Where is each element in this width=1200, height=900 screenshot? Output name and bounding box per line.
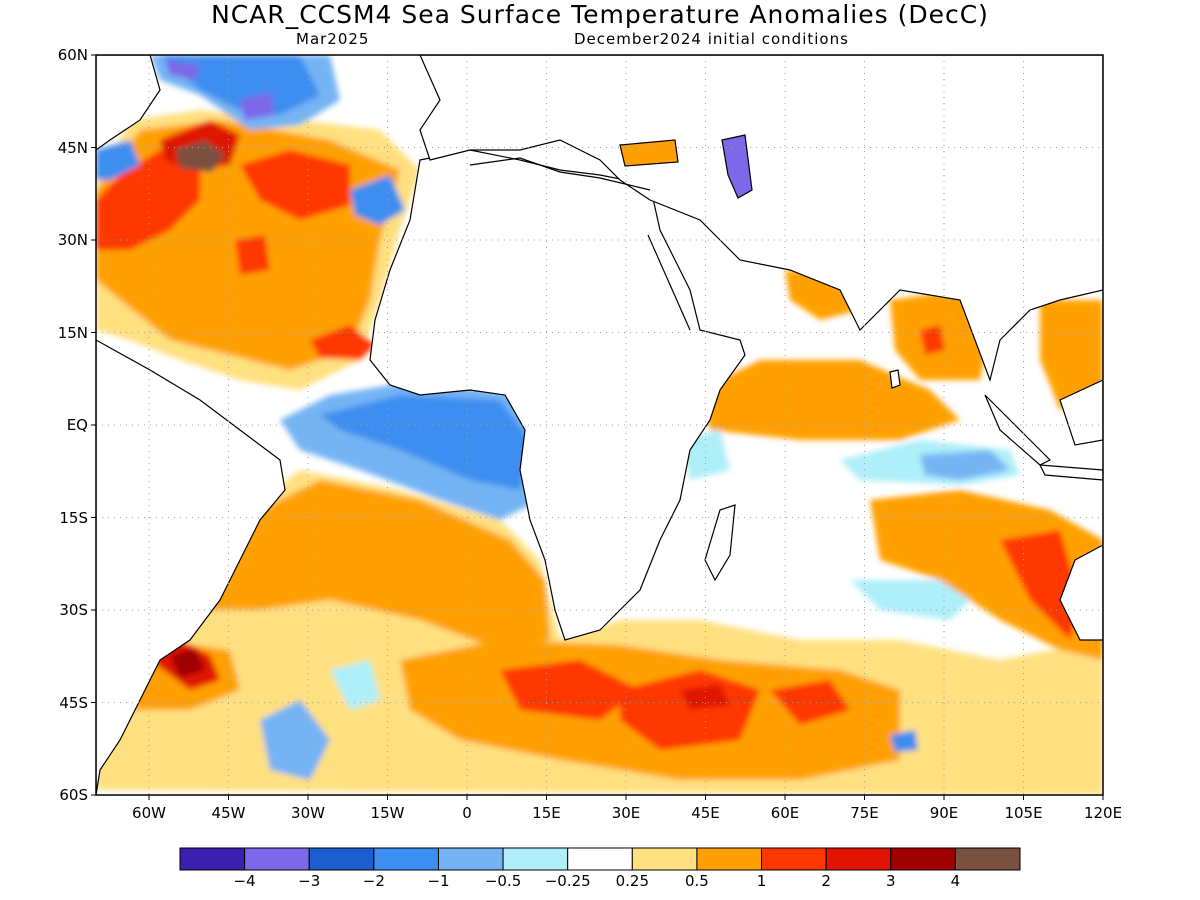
sumatra (984, 394, 1052, 466)
sri-lanka (889, 369, 901, 389)
latitude-label: 45N (57, 138, 88, 157)
colorbar-swatch (890, 847, 956, 871)
initial-conditions: December2024 initial conditions (574, 30, 849, 48)
longitude-label: 30E (611, 804, 641, 822)
colorbar-label: 0.5 (684, 872, 709, 890)
latitude-label: 15S (59, 508, 88, 527)
colorbar-swatch (502, 847, 569, 871)
colorbar-label: −0.25 (544, 872, 591, 890)
longitude-label: 30W (291, 804, 325, 822)
colorbar-label: −2 (362, 872, 385, 890)
colorbar-swatch (179, 847, 246, 871)
land-masses (96, 55, 1103, 795)
latitude-label: 15N (57, 323, 88, 342)
latitude-label: EQ (66, 416, 88, 434)
longitude-label: 15E (532, 804, 561, 822)
colorbar (179, 847, 1021, 871)
north-america-continent (96, 55, 161, 151)
colorbar-swatch (244, 847, 310, 871)
longitude-label: 60E (770, 804, 800, 822)
latitude-label: 30N (57, 231, 88, 249)
colorbar-swatch (696, 847, 763, 871)
australia (1059, 544, 1103, 641)
colorbar-swatch (308, 847, 375, 871)
colorbar-label: 2 (821, 872, 831, 890)
colorbar-swatch (437, 847, 504, 871)
colorbar-label: 1 (756, 872, 767, 890)
longitude-label: 0 (462, 804, 472, 822)
colorbar-label: −0.5 (484, 872, 522, 890)
map-title: NCAR_CCSM4 Sea Surface Temperature Anoma… (211, 0, 989, 29)
latitude-label: 60S (59, 786, 88, 804)
longitude-label: 15W (370, 804, 405, 822)
madagascar (704, 504, 736, 582)
longitude-label: 45E (691, 804, 720, 822)
colorbar-swatch (631, 847, 698, 871)
colorbar-label: −4 (233, 872, 256, 890)
south-america-continent (96, 339, 286, 795)
colorbar-swatch (825, 847, 892, 871)
axis-ticks (91, 54, 1104, 800)
latitude-label: 60N (57, 46, 88, 64)
colorbar-label: 4 (950, 872, 961, 890)
borneo (1059, 379, 1103, 446)
longitude-label: 105E (1004, 804, 1043, 822)
latitude-label: 45S (59, 693, 88, 712)
eurasia-continent (419, 55, 1103, 383)
caspian-sea (721, 134, 753, 199)
colorbar-swatch (954, 847, 1021, 871)
colorbar-label: −3 (298, 872, 321, 890)
longitude-label: 60W (132, 804, 166, 822)
colorbar-swatch (761, 847, 827, 871)
longitude-label: 90E (929, 804, 959, 822)
colorbar-label: 0.25 (615, 872, 649, 890)
colorbar-swatch (373, 847, 439, 871)
longitude-label: 120E (1083, 804, 1123, 822)
colorbar-label: −1 (427, 872, 450, 890)
latitude-label: 30S (59, 601, 88, 619)
longitude-label: 75E (850, 804, 879, 822)
longitude-label: 45W (211, 804, 246, 822)
colorbar-swatch (567, 847, 633, 871)
colorbar-label: 3 (885, 872, 896, 890)
forecast-month: Mar2025 (296, 30, 370, 48)
java (1038, 464, 1103, 481)
